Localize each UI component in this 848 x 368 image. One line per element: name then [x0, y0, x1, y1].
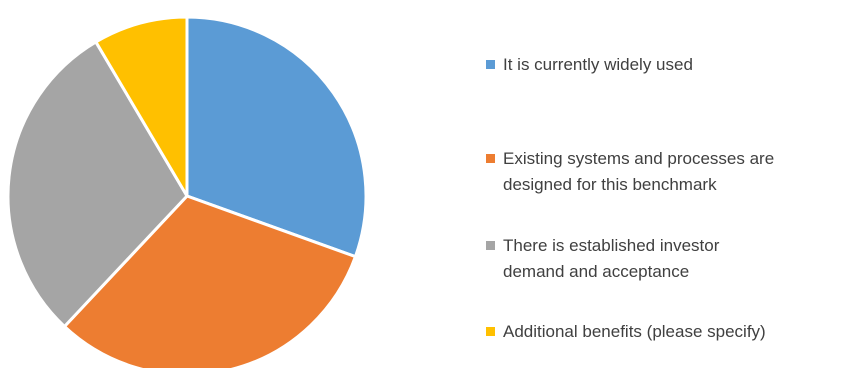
chart-legend: It is currently widely used Existing sys… [486, 0, 848, 368]
legend-item-investor-demand: There is established investor demand and… [486, 233, 719, 285]
legend-label-additional-benefits: Additional benefits (please specify) [503, 322, 766, 341]
legend-swatch-orange [486, 154, 495, 163]
legend-swatch-gray [486, 241, 495, 250]
legend-item-existing-systems: Existing systems and processes are desig… [486, 146, 774, 198]
legend-item-widely-used: It is currently widely used [486, 52, 693, 78]
legend-swatch-blue [486, 60, 495, 69]
pie-chart [6, 15, 368, 368]
legend-label-existing-systems: Existing systems and processes are desig… [503, 149, 775, 194]
slice-investor-demand [6, 40, 189, 328]
legend-item-additional-benefits: Additional benefits (please specify) [486, 319, 766, 345]
legend-swatch-yellow [486, 327, 495, 336]
slice-existing-systems [62, 194, 357, 368]
legend-label-widely-used: It is currently widely used [503, 55, 693, 74]
slice-additional-benefits [94, 15, 189, 198]
legend-label-investor-demand: There is established investor demand and… [503, 236, 720, 281]
slice-widely-used [185, 15, 368, 259]
